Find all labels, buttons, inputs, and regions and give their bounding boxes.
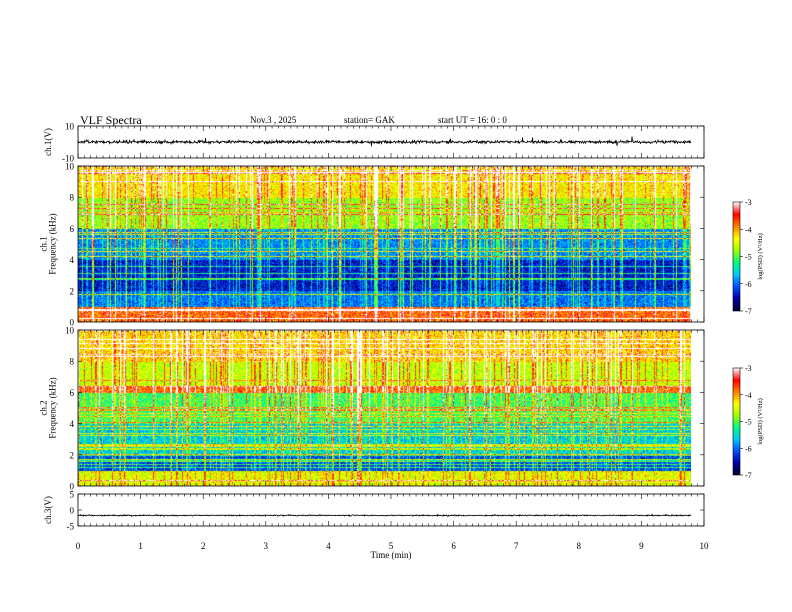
colorbar-label: log(PSD) (V²/Hz) [757, 398, 764, 445]
x-tick-label: 8 [577, 541, 582, 551]
chart-title: VLF Spectra [80, 113, 142, 127]
colorbar-1 [733, 202, 740, 311]
y-tick-label: 6 [70, 224, 75, 234]
y-tick-label: 0 [70, 506, 75, 516]
x-tick-label: 4 [326, 541, 331, 551]
y-tick-label: 4 [70, 255, 75, 265]
y-tick-label: -10 [62, 154, 74, 164]
y-tick-label: 6 [70, 388, 75, 398]
x-tick-label: 5 [389, 541, 394, 551]
ch1-spectrogram-image [78, 166, 691, 322]
y-axis-label: ch.1 [39, 236, 49, 251]
y-tick-label: 10 [65, 162, 75, 172]
y-axis-label: ch.1(V) [43, 128, 53, 156]
y-tick-label: 8 [70, 193, 75, 203]
y-axis-label: ch.3(V) [43, 496, 53, 524]
y-axis-label: Frequency (kHz) [48, 213, 58, 274]
colorbar-tick-label: -6 [745, 280, 752, 289]
colorbar-tick-label: -4 [745, 391, 752, 400]
colorbar-tick-label: -7 [745, 307, 752, 316]
colorbar-tick-label: -7 [745, 471, 752, 480]
x-tick-label: 2 [201, 541, 206, 551]
ch3-waveform-line [77, 513, 692, 518]
date-label: Nov.3 , 2025 [250, 115, 297, 125]
y-tick-label: 2 [70, 450, 75, 460]
ch2-spectrogram-image [78, 330, 691, 486]
y-tick-label: 8 [70, 357, 75, 367]
y-tick-label: 0 [70, 482, 75, 492]
colorbar-tick-label: -3 [745, 198, 752, 207]
y-tick-label: 4 [70, 419, 75, 429]
colorbar-tick-label: -4 [745, 225, 752, 234]
y-tick-label: 10 [65, 326, 75, 336]
colorbar-label: log(PSD) (V²/Hz) [757, 233, 764, 280]
colorbar-tick-label: -5 [745, 418, 752, 427]
ch1-waveform-line [77, 136, 692, 147]
x-tick-label: 10 [700, 541, 710, 551]
x-tick-label: 3 [264, 541, 269, 551]
colorbar-tick-label: -5 [745, 253, 752, 262]
y-axis-label: ch.2 [39, 400, 49, 415]
x-axis-label: Time (min) [371, 550, 412, 560]
y-tick-label: -5 [67, 522, 75, 532]
x-tick-label: 9 [639, 541, 644, 551]
y-axis-label: Frequency (kHz) [48, 377, 58, 438]
y-tick-label: 2 [70, 286, 75, 296]
colorbar-tick-label: -3 [745, 364, 752, 373]
station-label: station= GAK [344, 115, 395, 125]
x-tick-label: 0 [76, 541, 81, 551]
x-tick-label: 7 [514, 541, 519, 551]
y-tick-label: 0 [70, 318, 75, 328]
start-ut-label: start UT = 16: 0 : 0 [438, 115, 507, 125]
x-tick-label: 1 [138, 541, 143, 551]
y-tick-label: 5 [70, 490, 75, 500]
y-tick-label: 10 [65, 122, 75, 132]
x-tick-label: 6 [451, 541, 456, 551]
colorbar-tick-label: -6 [745, 444, 752, 453]
colorbar-2 [733, 368, 740, 475]
